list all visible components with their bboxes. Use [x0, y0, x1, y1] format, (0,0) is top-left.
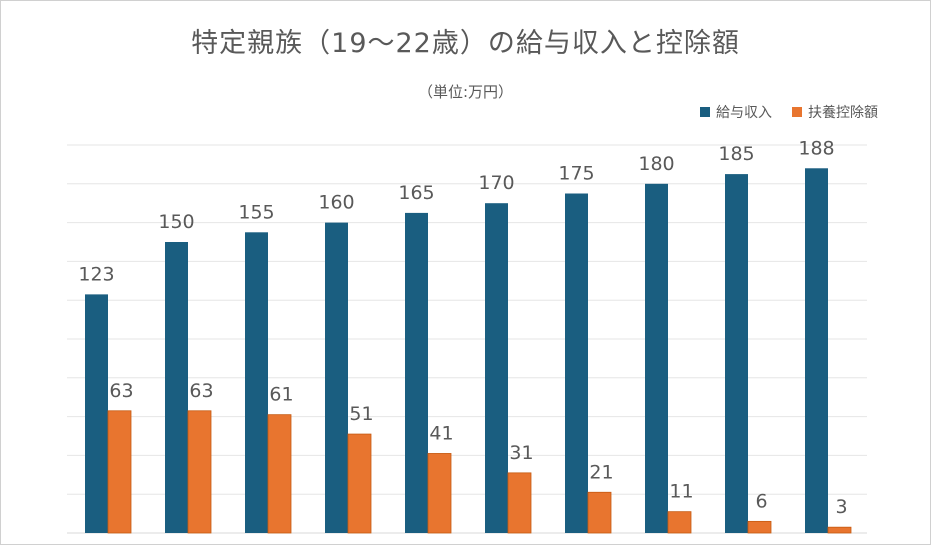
chart-subtitle: （単位:万円）: [417, 83, 514, 101]
chart-legend: 給与収入 扶養控除額: [700, 102, 878, 122]
data-label-income: 165: [398, 182, 434, 204]
data-label-deduction: 63: [189, 380, 213, 402]
data-label-deduction: 51: [349, 403, 373, 425]
data-label-deduction: 61: [269, 384, 293, 406]
bar-income: [565, 193, 588, 533]
data-label-deduction: 41: [429, 422, 453, 444]
data-label-income: 180: [638, 153, 674, 175]
data-label-income: 185: [718, 143, 754, 165]
data-label-deduction: 6: [755, 490, 767, 512]
bar-income: [805, 168, 828, 533]
data-label-income: 155: [238, 201, 274, 223]
bar-deduction: [107, 410, 132, 534]
bar-deduction: [267, 414, 292, 534]
bar-income: [405, 212, 428, 533]
legend-swatch-deduction: [792, 107, 802, 117]
bar-income: [485, 203, 508, 533]
legend-label-income: 給与収入: [716, 105, 772, 121]
data-label-income: 175: [558, 163, 594, 185]
bar-income: [245, 232, 268, 534]
bar-deduction: [587, 491, 612, 534]
bar-deduction: [667, 511, 692, 534]
legend-swatch-income: [700, 107, 710, 117]
bar-deduction: [507, 472, 532, 534]
data-label-income: 123: [78, 263, 114, 285]
data-label-deduction: 21: [589, 461, 613, 483]
bar-income: [725, 174, 748, 533]
legend-item-deduction: 扶養控除額: [792, 102, 878, 122]
bar-deduction: [747, 520, 772, 534]
bar-income: [85, 294, 108, 533]
data-label-income: 150: [158, 211, 194, 233]
bar-deduction: [427, 453, 452, 534]
bar-income: [645, 183, 668, 534]
chart-title: 特定親族（19～22歳）の給与収入と控除額: [191, 28, 740, 59]
bar-deduction: [347, 433, 372, 534]
data-label-deduction: 3: [835, 496, 847, 518]
bar-income: [165, 242, 188, 533]
data-label-income: 170: [478, 172, 514, 194]
legend-item-income: 給与収入: [700, 102, 772, 122]
data-label-deduction: 11: [669, 481, 693, 503]
data-label-income: 160: [318, 192, 354, 214]
data-label-deduction: 31: [509, 442, 533, 464]
bar-income: [325, 222, 348, 533]
legend-label-deduction: 扶養控除額: [808, 105, 878, 121]
bar-deduction: [187, 410, 212, 534]
data-label-deduction: 63: [109, 380, 133, 402]
data-label-income: 188: [798, 137, 834, 159]
bar-deduction: [827, 526, 852, 534]
